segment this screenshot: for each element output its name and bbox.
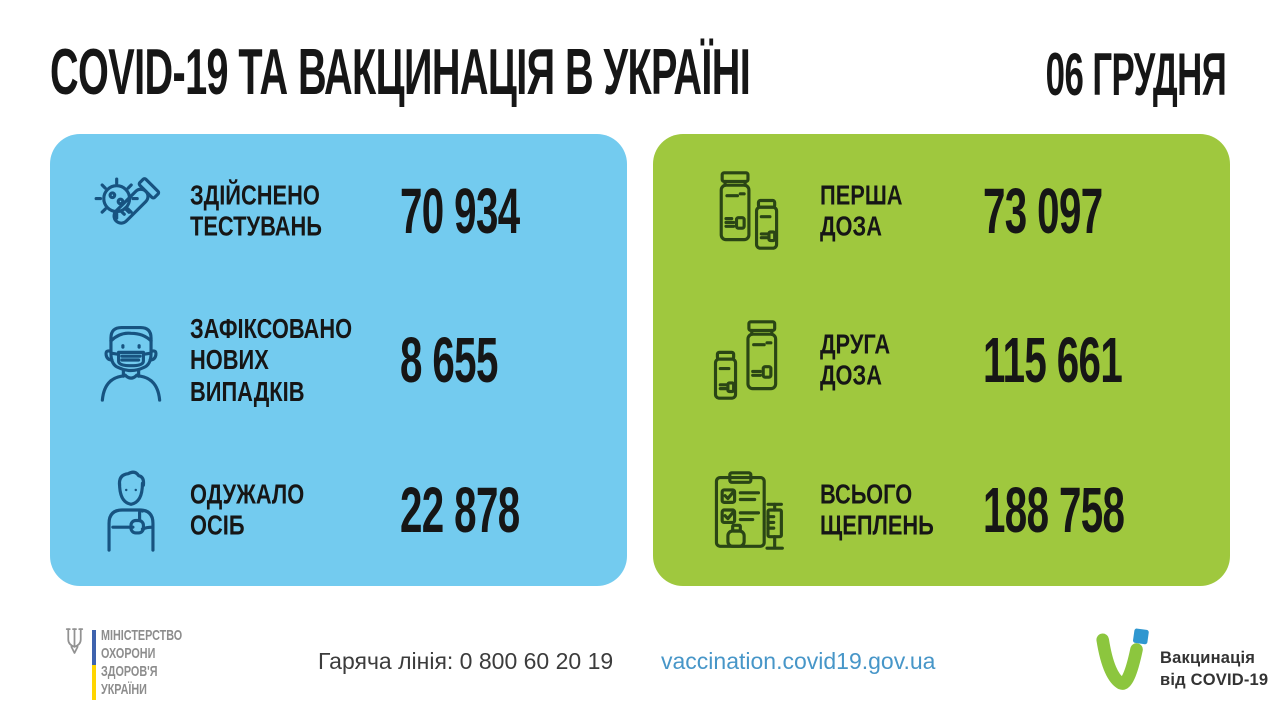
stat-label: ЗДІЙСНЕНО ТЕСТУВАНЬ	[190, 179, 322, 242]
vaccination-v-logo-icon	[1094, 628, 1152, 703]
stat-value: 115 661	[983, 324, 1123, 396]
stat-row-second-dose: ДРУГА ДОЗА 115 661	[653, 285, 1230, 435]
stat-value: 22 878	[400, 474, 520, 546]
stat-row-new-cases: ЗАФІКСОВАНО НОВИХ ВИПАДКІВ 8 655	[50, 285, 627, 435]
vaccine-vials-icon	[708, 169, 786, 253]
stat-value: 188 758	[983, 474, 1125, 546]
page-title: COVID-19 ТА ВАКЦИНАЦІЯ В УКРАЇНІ	[50, 35, 751, 108]
vaccination-website-link[interactable]: vaccination.covid19.gov.ua	[661, 648, 936, 674]
stat-label: ДРУГА ДОЗА	[820, 328, 891, 391]
masked-person-icon	[92, 318, 170, 402]
vaccination-stats-card: ПЕРША ДОЗА 73 097 ДРУГА ДОЗА 115 661	[653, 134, 1230, 586]
vaccine-vials-icon	[708, 318, 786, 402]
vaccination-badge-label: Вакцинація від COVID-19	[1160, 649, 1269, 689]
covid-stats-card: ЗДІЙСНЕНО ТЕСТУВАНЬ 70 934 ЗАФІКСОВАНО Н…	[50, 134, 627, 586]
vaccination-checklist-syringe-icon	[708, 468, 786, 552]
stat-label: ЗАФІКСОВАНО НОВИХ ВИПАДКІВ	[190, 312, 353, 407]
flag-divider	[92, 630, 96, 700]
stat-label: ПЕРША ДОЗА	[820, 179, 903, 242]
stat-value: 73 097	[983, 175, 1103, 247]
virus-test-tube-icon	[92, 169, 170, 253]
recovered-person-icon	[92, 468, 170, 552]
trident-emblem-icon	[64, 627, 85, 659]
ministry-name: МІНІСТЕРСТВО ОХОРОНИ ЗДОРОВ'Я УКРАЇНИ	[101, 627, 183, 698]
stat-label: ВСЬОГО ЩЕПЛЕНЬ	[820, 478, 934, 541]
hotline-text: Гаряча лінія: 0 800 60 20 19	[318, 648, 614, 674]
stat-row-recovered: ОДУЖАЛО ОСІБ 22 878	[50, 435, 627, 585]
stat-value: 70 934	[400, 175, 520, 247]
stat-row-total-vaccinations: ВСЬОГО ЩЕПЛЕНЬ 188 758	[653, 435, 1230, 585]
stat-label: ОДУЖАЛО ОСІБ	[190, 478, 305, 541]
stat-row-first-dose: ПЕРША ДОЗА 73 097	[653, 136, 1230, 286]
stat-value: 8 655	[400, 324, 498, 396]
report-date: 06 ГРУДНЯ	[1045, 41, 1227, 108]
stat-row-tests: ЗДІЙСНЕНО ТЕСТУВАНЬ 70 934	[50, 136, 627, 286]
